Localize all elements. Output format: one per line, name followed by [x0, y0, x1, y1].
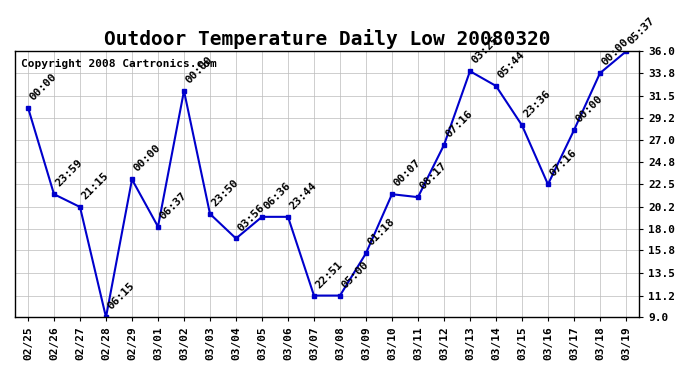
Text: 03:56: 03:56	[236, 202, 267, 233]
Text: 07:16: 07:16	[444, 108, 475, 140]
Text: 05:00: 05:00	[340, 259, 371, 290]
Text: 08:17: 08:17	[418, 160, 449, 192]
Text: 23:36: 23:36	[522, 89, 553, 120]
Text: 05:37: 05:37	[626, 15, 657, 46]
Text: 22:51: 22:51	[314, 259, 345, 290]
Text: 00:07: 00:07	[392, 158, 423, 189]
Text: 23:59: 23:59	[54, 158, 85, 189]
Text: 23:50: 23:50	[210, 177, 241, 209]
Text: 07:16: 07:16	[548, 148, 579, 179]
Text: 23:44: 23:44	[288, 180, 319, 211]
Text: 21:15: 21:15	[80, 171, 111, 201]
Text: 00:00: 00:00	[184, 54, 215, 85]
Text: 01:18: 01:18	[366, 217, 397, 248]
Text: 00:00: 00:00	[600, 37, 631, 68]
Text: 00:00: 00:00	[28, 71, 59, 102]
Text: 03:25: 03:25	[470, 34, 501, 66]
Text: 06:36: 06:36	[262, 180, 293, 211]
Title: Outdoor Temperature Daily Low 20080320: Outdoor Temperature Daily Low 20080320	[104, 28, 550, 48]
Text: 05:44: 05:44	[496, 50, 527, 80]
Text: 00:00: 00:00	[132, 143, 163, 174]
Text: 06:37: 06:37	[158, 190, 189, 221]
Text: Copyright 2008 Cartronics.com: Copyright 2008 Cartronics.com	[21, 60, 217, 69]
Text: 06:15: 06:15	[106, 281, 137, 312]
Text: 00:00: 00:00	[574, 94, 605, 124]
